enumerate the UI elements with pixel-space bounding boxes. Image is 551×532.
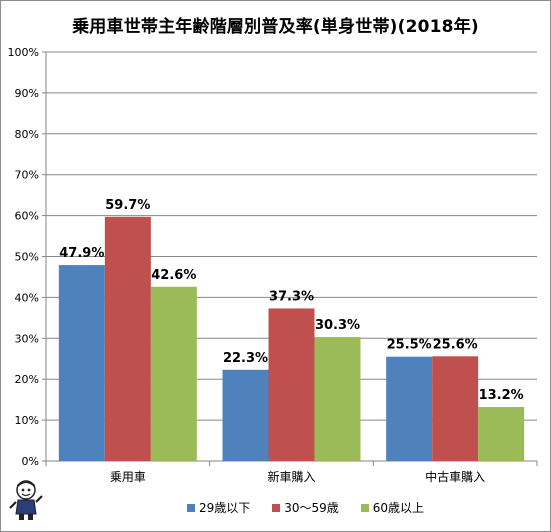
data-label: 42.6%	[151, 268, 196, 283]
data-label: 59.7%	[105, 198, 150, 213]
y-tick-label: 50%	[15, 251, 39, 264]
bar	[478, 407, 525, 461]
y-tick-label: 0%	[22, 455, 39, 468]
legend-item-series-2: 30〜59歳	[272, 499, 339, 516]
legend-item-series-3: 60歳以上	[360, 499, 425, 516]
data-label: 47.9%	[59, 246, 104, 261]
bar	[314, 337, 361, 461]
legend-swatch-series-2	[272, 503, 281, 512]
bar	[432, 356, 479, 461]
data-label: 30.3%	[315, 318, 360, 333]
bar	[150, 286, 197, 461]
y-tick-label: 40%	[15, 291, 39, 304]
y-tick-label: 20%	[15, 373, 39, 386]
x-category-label: 乗用車	[110, 470, 146, 484]
legend-swatch-series-1	[186, 503, 195, 512]
chart-title: 乗用車世帯主年齢階層別普及率(単身世帯)(2018年)	[72, 17, 479, 37]
data-label: 25.5%	[387, 338, 432, 353]
y-tick-label: 30%	[15, 332, 39, 345]
mascot-logo-icon	[9, 480, 43, 520]
legend-label-series-2: 30〜59歳	[284, 501, 339, 515]
bar	[58, 265, 105, 461]
y-tick-label: 60%	[15, 210, 39, 223]
legend-label-series-3: 60歳以上	[372, 501, 425, 515]
legend-item-series-1: 29歳以下	[186, 499, 251, 516]
bar	[268, 308, 315, 461]
y-tick-label: 100%	[8, 46, 39, 59]
legend: 29歳以下 30〜59歳 60歳以上	[0, 499, 551, 516]
legend-label-series-1: 29歳以下	[198, 501, 251, 515]
bar	[104, 216, 151, 461]
data-label: 25.6%	[433, 337, 478, 352]
bar	[222, 369, 269, 461]
bar	[386, 356, 433, 461]
y-tick-label: 80%	[15, 128, 39, 141]
x-category-label: 新車購入	[267, 469, 315, 484]
legend-swatch-series-3	[360, 503, 369, 512]
x-category-label: 中古車購入	[425, 469, 485, 484]
y-tick-label: 90%	[15, 87, 39, 100]
data-label: 37.3%	[269, 289, 314, 304]
y-tick-label: 10%	[15, 414, 39, 427]
data-label: 22.3%	[223, 351, 268, 366]
data-label: 13.2%	[479, 388, 524, 403]
y-tick-label: 70%	[15, 169, 39, 182]
